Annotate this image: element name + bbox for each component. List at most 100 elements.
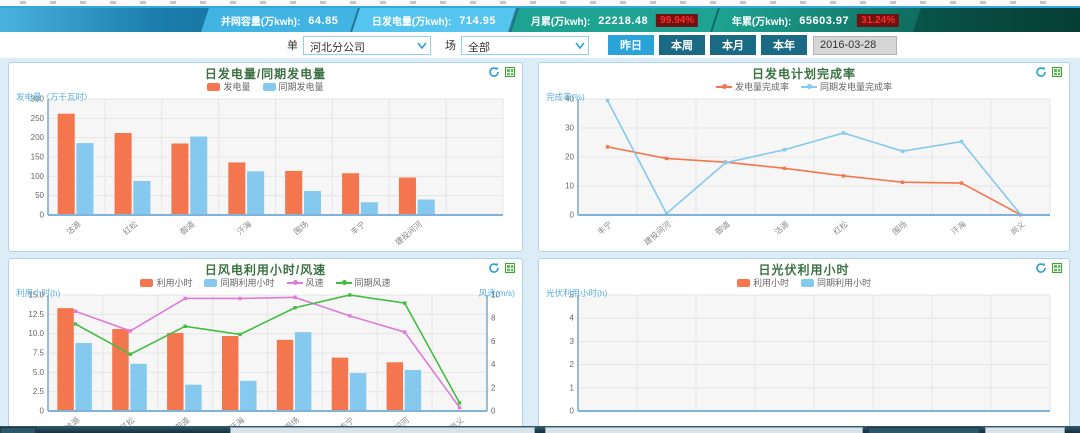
legend-item[interactable]: 同期风速 — [335, 276, 391, 289]
stat-percent-badge: 99.94% — [655, 13, 698, 27]
btn-this-year[interactable]: 本年 — [761, 35, 807, 55]
svg-text:10.0: 10.0 — [28, 329, 44, 338]
svg-text:汗海: 汗海 — [949, 219, 968, 237]
export-excel-icon[interactable] — [1052, 67, 1062, 77]
legend-swatch — [335, 280, 352, 285]
unit-select-value: 河北分公司 — [310, 41, 365, 54]
taskbar-window-button[interactable] — [985, 427, 1065, 433]
btn-this-month[interactable]: 本月 — [710, 35, 756, 55]
legend-item[interactable]: 风速 — [286, 276, 324, 289]
svg-text:2: 2 — [491, 383, 496, 392]
panel-plan-completion: 日发电计划完成率 发电量完成率 同期发电量完成率 完成率(%) 0 10 20 30 40… — [538, 62, 1070, 252]
svg-text:15.0: 15.0 — [28, 291, 44, 300]
svg-text:10: 10 — [565, 182, 574, 191]
svg-text:沽源: 沽源 — [64, 219, 83, 237]
svg-text:12.5: 12.5 — [28, 310, 44, 319]
refresh-icon[interactable] — [488, 262, 500, 274]
panel-daily-generation: 日发电量/同期发电量 发电量 同期发电量 发电量（万千瓦时） 0 50 100 150 2… — [8, 62, 523, 252]
svg-text:丰宁: 丰宁 — [595, 219, 614, 237]
stat-percent-badge: 31.24% — [857, 13, 900, 27]
chevron-down-icon — [575, 42, 585, 49]
legend-label: 利用小时 — [752, 278, 789, 288]
stat-grid-capacity: 并网容量(万kwh): 64.85 — [201, 8, 361, 32]
legend-swatch — [262, 82, 276, 91]
panel-title: 日光伏利用小时 — [758, 263, 850, 277]
combo-chart-wind-hours: 0 2.5 5.0 7.5 10.0 12.5 15.0 0 2 4 6 8 10 沽源 红松 御道 汗海 围场丰… — [14, 289, 517, 433]
svg-text:0: 0 — [40, 211, 45, 220]
legend-label: 同期利用小时 — [817, 278, 872, 288]
browser-tabs-cropped — [20, 1, 1060, 4]
export-excel-icon[interactable] — [505, 67, 515, 77]
legend-item[interactable]: 发电量完成率 — [715, 80, 789, 93]
legend-label: 发电量 — [223, 82, 251, 92]
refresh-icon[interactable] — [488, 66, 500, 78]
legend-item[interactable]: 利用小时 — [140, 276, 192, 289]
svg-text:红松: 红松 — [121, 219, 140, 237]
svg-text:汗海: 汗海 — [235, 219, 254, 237]
stat-label: 并网容量(万kwh): — [221, 16, 301, 28]
taskbar-window-button[interactable] — [545, 427, 863, 433]
svg-text:3: 3 — [570, 337, 575, 346]
svg-text:2.5: 2.5 — [33, 387, 45, 396]
export-excel-icon[interactable] — [1052, 263, 1062, 273]
svg-text:御道: 御道 — [178, 219, 197, 237]
svg-text:40: 40 — [565, 95, 574, 104]
refresh-icon[interactable] — [1035, 66, 1047, 78]
svg-text:8: 8 — [491, 314, 496, 323]
refresh-icon[interactable] — [1035, 262, 1047, 274]
legend-item[interactable]: 同期利用小时 — [801, 276, 871, 289]
chart-legend: 发电量 同期发电量 — [14, 80, 517, 93]
farm-select[interactable]: 全部 — [461, 35, 589, 55]
y2-axis-title: 风速(m/s) — [478, 288, 515, 298]
legend-item[interactable]: 利用小时 — [736, 276, 789, 289]
legend-label: 风速 — [305, 278, 324, 288]
btn-yesterday[interactable]: 昨日 — [608, 35, 654, 55]
taskbar-window-button[interactable] — [868, 427, 980, 433]
legend-label: 同期发电量完成率 — [820, 82, 893, 92]
legend-label: 利用小时 — [156, 278, 193, 288]
panel-title: 日发电量/同期发电量 — [204, 67, 327, 81]
date-input[interactable]: 2016-03-28 — [813, 35, 897, 55]
svg-text:250: 250 — [31, 114, 45, 123]
taskbar-start-button[interactable] — [0, 427, 36, 433]
stat-value: 714.95 — [459, 14, 497, 26]
legend-item[interactable]: 同期利用小时 — [204, 276, 275, 289]
farm-select-value: 全部 — [468, 41, 490, 54]
stat-label: 月累(万kwh): — [530, 16, 591, 28]
stat-month-total: 月累(万kwh): 22218.48 99.94% — [510, 8, 720, 32]
taskbar-window-button[interactable] — [230, 427, 535, 433]
legend-swatch — [715, 84, 732, 89]
svg-text:50: 50 — [35, 191, 44, 200]
legend-swatch — [736, 278, 750, 287]
chart-legend: 利用小时 同期利用小时 — [544, 276, 1064, 289]
svg-text:4: 4 — [491, 360, 496, 369]
stat-value: 22218.48 — [598, 14, 648, 26]
bar-chart-pv-hours: 0 1 2 3 4 5 — [544, 289, 1064, 433]
btn-this-week[interactable]: 本周 — [659, 35, 705, 55]
legend-item[interactable]: 同期发电量完成率 — [801, 80, 892, 93]
panel-wind-hours: 日风电利用小时/风速 利用小时 同期利用小时 风速 同期风速 利用小时(h) 风速(m… — [8, 258, 523, 433]
unit-select[interactable]: 河北分公司 — [303, 35, 431, 55]
svg-text:0: 0 — [570, 211, 575, 220]
stat-banner: 并网容量(万kwh): 64.85 日发电量(万kwh): 714.95 月累(… — [0, 8, 1080, 32]
svg-text:200: 200 — [31, 133, 45, 142]
stat-daily-generation: 日发电量(万kwh): 714.95 — [352, 8, 519, 32]
farm-label: 场 — [445, 40, 456, 52]
export-excel-icon[interactable] — [505, 263, 515, 273]
svg-text:围场: 围场 — [891, 220, 909, 237]
legend-item[interactable]: 同期发电量 — [262, 80, 324, 93]
svg-text:5.0: 5.0 — [33, 368, 45, 377]
legend-item[interactable]: 发电量 — [207, 80, 251, 93]
legend-label: 同期利用小时 — [220, 278, 275, 288]
svg-text:围场: 围场 — [292, 220, 310, 237]
legend-label: 同期风速 — [354, 278, 391, 288]
svg-text:御道: 御道 — [713, 219, 732, 237]
svg-text:300: 300 — [31, 95, 45, 104]
bar-chart-daily-generation: 0 50 100 150 200 250 300 沽源 红松 御道 汗海 围场 丰宁 建投间河 — [14, 93, 517, 249]
y-axis-title: 完成率(%) — [546, 92, 585, 102]
line-chart-plan-completion: 0 10 20 30 40 丰宁 建投间河 御道 沽源 红松 围场 汗海 尚义 — [544, 93, 1064, 249]
legend-swatch — [286, 280, 303, 285]
stat-value: 65603.97 — [799, 14, 850, 26]
svg-text:建投间河: 建投间河 — [642, 219, 673, 247]
